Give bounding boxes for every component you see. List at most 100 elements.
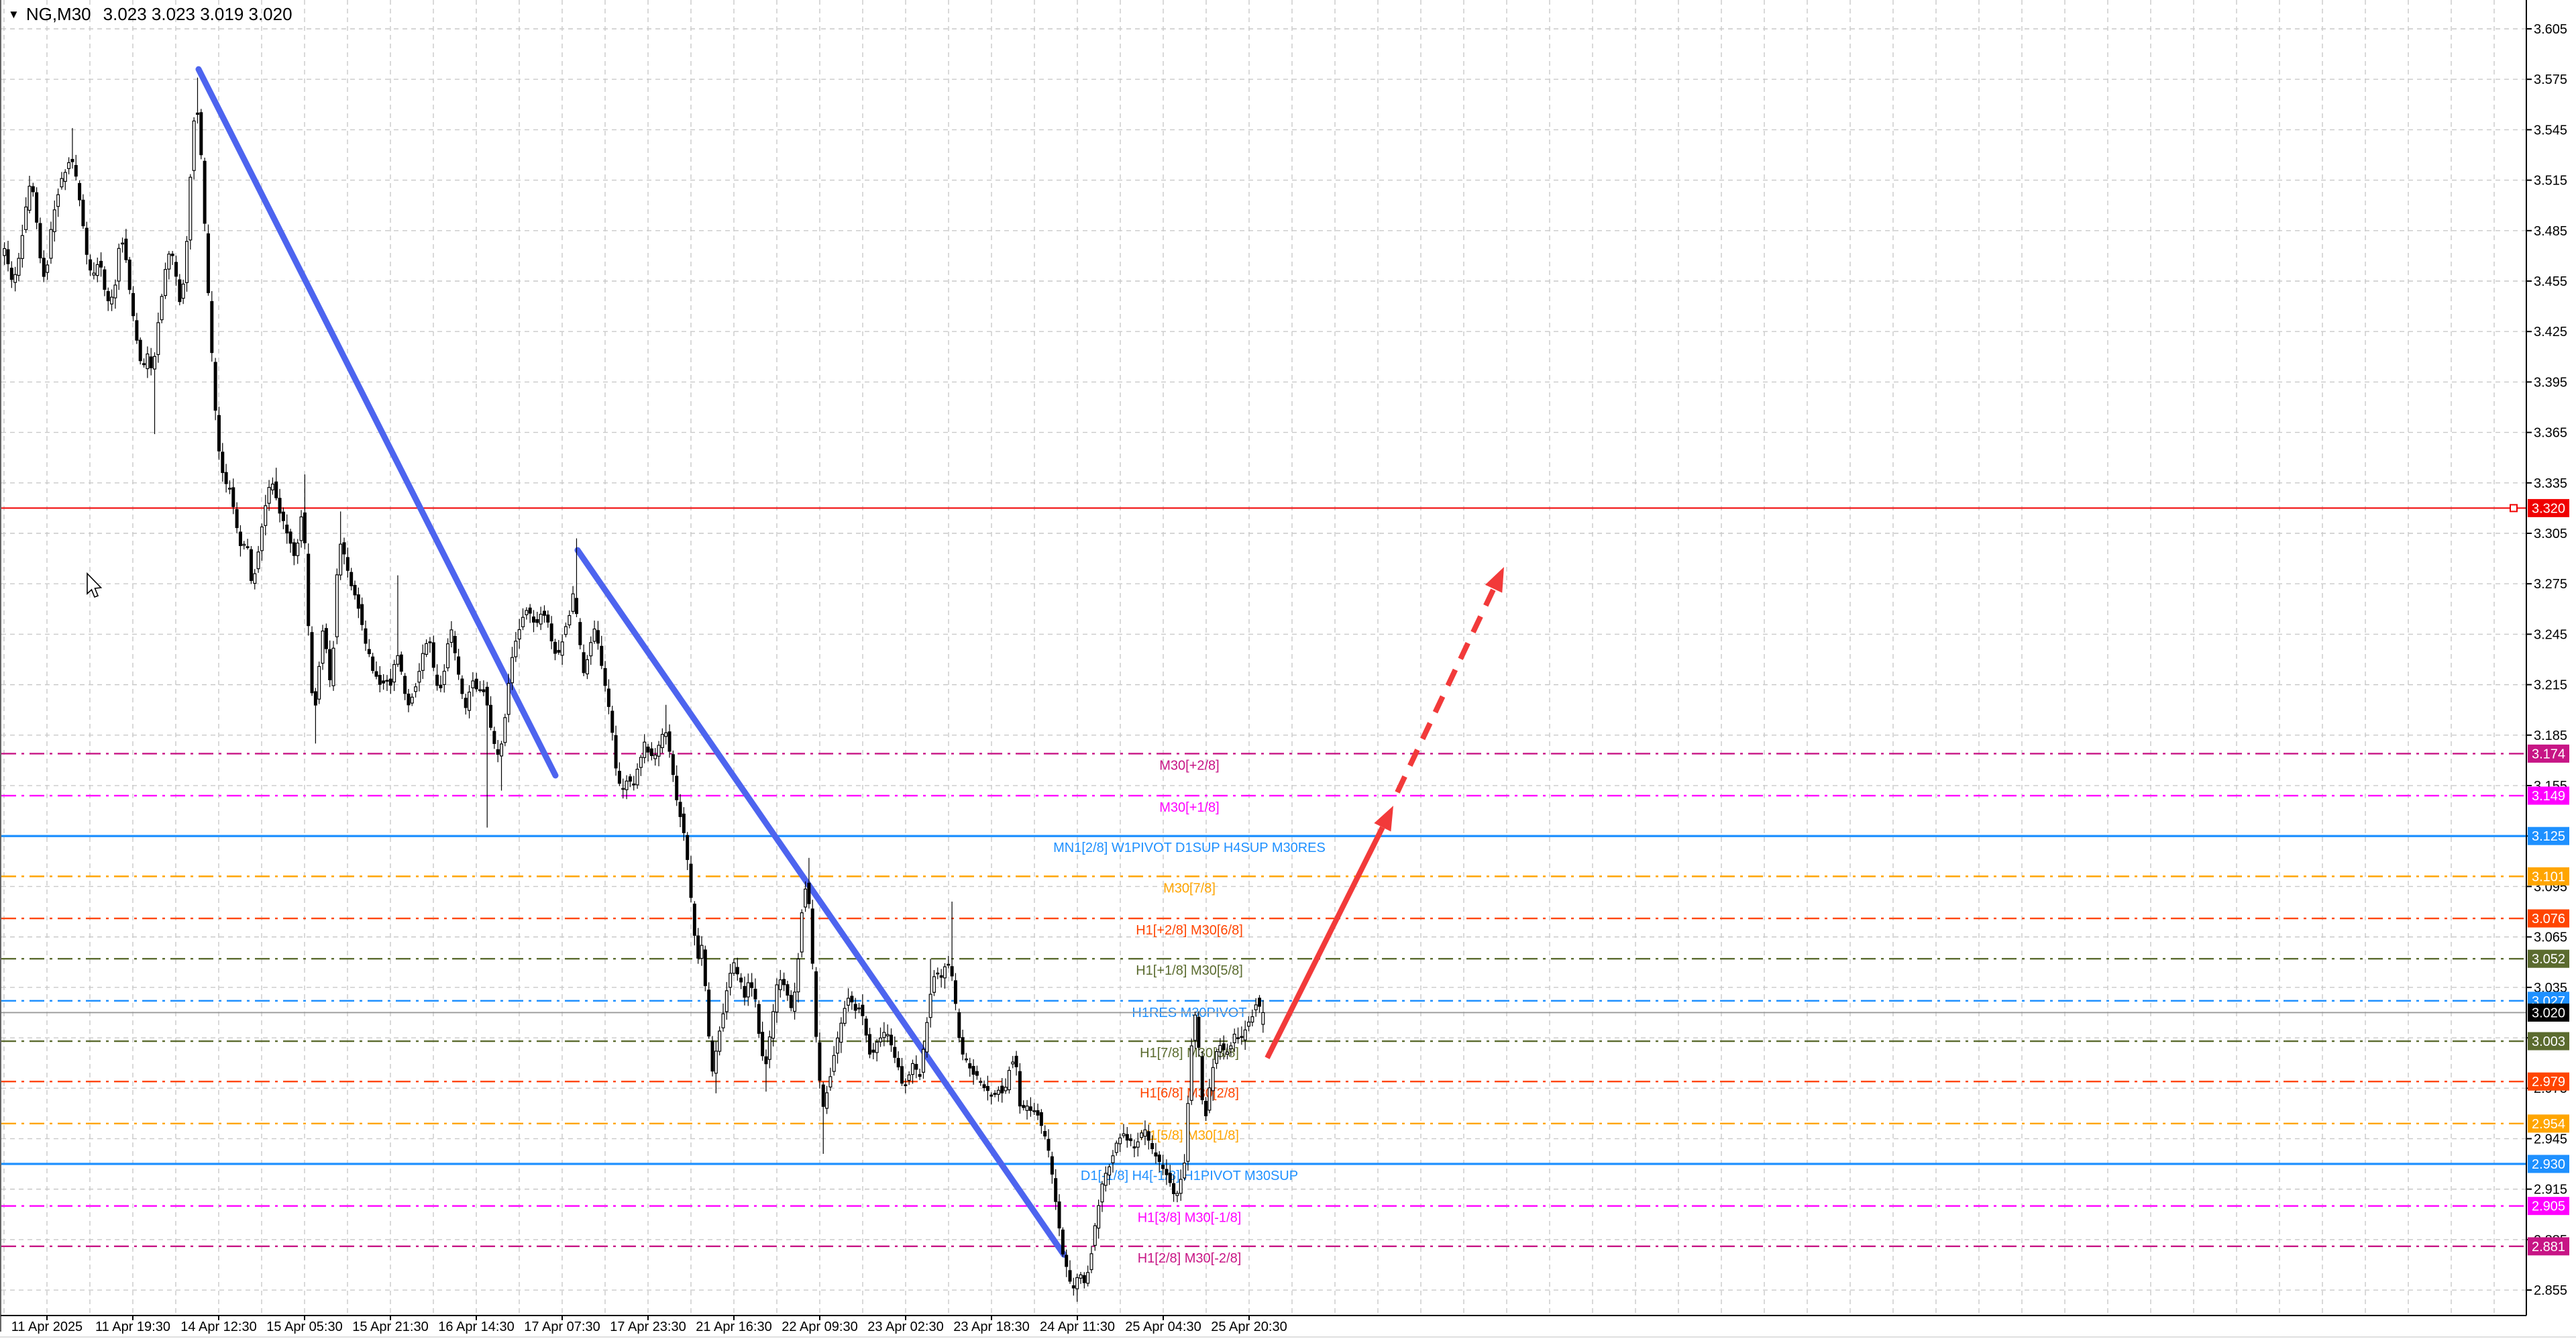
candle-body: [525, 610, 529, 615]
candle-bull: [832, 1046, 836, 1076]
candle-bear: [1039, 1109, 1043, 1134]
candle-body: [1097, 1205, 1101, 1229]
candle-body: [1093, 1225, 1097, 1246]
candle-bear: [195, 77, 199, 124]
candle-body: [60, 178, 64, 188]
candle-body: [296, 542, 300, 556]
candle-bull: [503, 713, 507, 747]
candle-body: [199, 112, 203, 156]
candle-body: [549, 623, 553, 641]
candle-body: [1261, 1012, 1265, 1025]
candle-bull: [189, 174, 193, 250]
projection-arrow-dashed[interactable]: [1395, 587, 1497, 794]
candle-bull: [643, 734, 647, 763]
candle-body: [985, 1085, 989, 1091]
symbol-dropdown-icon[interactable]: ▼: [8, 8, 19, 21]
candle-body: [431, 642, 435, 668]
candle-bear: [1240, 1026, 1244, 1045]
price-tick-label: 3.485: [2534, 224, 2567, 239]
candle-bear: [235, 502, 239, 533]
candle-body: [514, 641, 518, 657]
candle-bear: [435, 664, 439, 691]
candle-bear: [224, 464, 228, 493]
candle-body: [828, 1076, 833, 1087]
candle-body: [610, 710, 614, 733]
candle-bear: [1043, 1125, 1047, 1140]
candle-bull: [825, 1085, 829, 1114]
pivot-line-label: H1[3/8] M30[-1/8]: [1138, 1211, 1242, 1226]
candle-bear: [231, 478, 235, 515]
candle-bull: [564, 622, 568, 638]
candle-body: [1143, 1129, 1147, 1137]
arrow-head: [1374, 806, 1393, 832]
trendline[interactable]: [195, 66, 559, 779]
candle-bear: [707, 982, 711, 1039]
candle-bear: [1257, 995, 1261, 1013]
candle-body: [164, 269, 168, 297]
candle-body: [56, 194, 60, 207]
candle-bear: [807, 857, 811, 909]
candle-bear: [174, 256, 178, 286]
candle-bear: [1154, 1142, 1158, 1164]
candle-body: [135, 320, 139, 341]
candle-body: [388, 678, 392, 686]
pivot-line-label: D1[-1/8] H4[-1/8] H1PIVOT M30SUP: [1081, 1169, 1298, 1183]
price-badge-bg: [2528, 1237, 2569, 1256]
candle-bear: [871, 1042, 875, 1060]
candle-body: [907, 1074, 911, 1081]
candle-bull: [571, 586, 575, 614]
candle-body: [592, 629, 596, 642]
candle-bull: [943, 963, 947, 989]
candle-bull: [539, 606, 543, 631]
candle-bull: [1261, 1000, 1265, 1033]
candle-body: [303, 512, 307, 543]
arrows-layer: [1265, 567, 1504, 1059]
candle-bear: [1204, 1097, 1208, 1121]
candle-bull: [793, 982, 797, 1020]
candle-body: [589, 642, 593, 657]
candle-bear: [896, 1051, 900, 1071]
candle-bull: [192, 117, 196, 180]
candle-body: [771, 1011, 775, 1039]
candle-bull: [414, 683, 418, 698]
price-tick-label: 3.185: [2534, 729, 2567, 743]
candle-body: [1172, 1183, 1176, 1195]
candle-bull: [1186, 1095, 1190, 1171]
candle-body: [439, 684, 443, 688]
candle-body: [1014, 1055, 1018, 1067]
candle-body: [213, 362, 217, 411]
candle-bull: [847, 988, 851, 1012]
candle-bull: [517, 619, 521, 649]
price-badge-bg: [2528, 867, 2569, 886]
candle-bull: [1104, 1166, 1108, 1192]
candle-body: [853, 1004, 857, 1011]
candle-bear: [853, 998, 857, 1019]
candle-body: [735, 967, 739, 975]
arrow-head: [1485, 567, 1504, 593]
candle-bear: [1200, 1051, 1204, 1105]
candle-body: [1232, 1034, 1236, 1044]
candle-bear: [743, 976, 747, 1006]
candle-bull: [264, 494, 268, 536]
candle-body: [195, 112, 199, 115]
candle-bull: [1175, 1191, 1179, 1203]
candle-body: [500, 743, 504, 757]
candle-body: [1250, 1016, 1254, 1023]
candle-bull: [256, 545, 260, 573]
pivot-line-label: M30[+1/8]: [1159, 800, 1220, 815]
candle-body: [757, 1004, 761, 1034]
trendline[interactable]: [574, 547, 1067, 1258]
candle-bull: [1254, 998, 1258, 1017]
red-line-anchor-handle[interactable]: [2510, 504, 2518, 513]
candle-bear: [549, 616, 553, 649]
candle-bull: [932, 970, 936, 996]
projection-arrow-solid[interactable]: [1265, 826, 1385, 1059]
candle-bear: [603, 661, 607, 692]
candle-bull: [1247, 1016, 1251, 1032]
candle-body: [943, 966, 947, 979]
time-tick-label: 16 Apr 14:30: [438, 1320, 514, 1334]
candle-body: [89, 259, 93, 271]
candle-bear: [532, 610, 536, 633]
candle-bull: [421, 644, 425, 680]
